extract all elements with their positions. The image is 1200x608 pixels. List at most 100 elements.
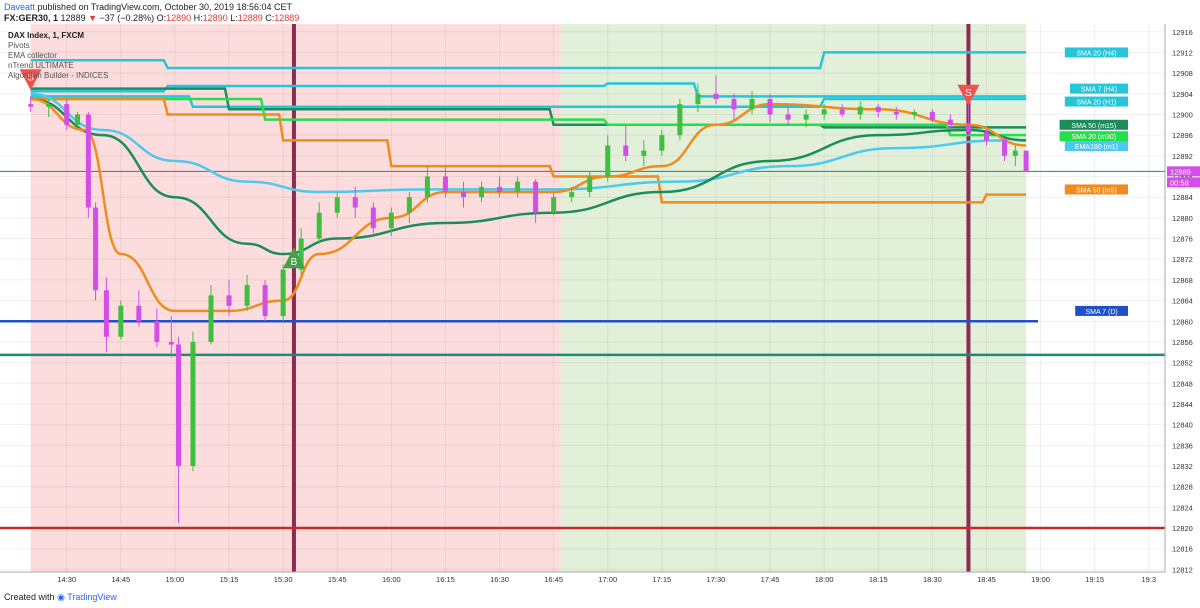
price-tick-20: 12836 — [1172, 441, 1193, 450]
candle-body-45 — [785, 114, 791, 120]
price-chart[interactable]: S B S SMA 20 (H4) SMA 7 (H4) SMA 20 (H1) SMA 5… — [0, 24, 1200, 588]
symbol-label[interactable]: FX:GER30, 1 — [4, 13, 59, 23]
candle-body-43 — [749, 98, 755, 110]
price-tick-25: 12816 — [1172, 545, 1193, 554]
ma-label-7: SMA 7 (D) — [1085, 309, 1117, 316]
candle-body-37 — [641, 150, 647, 156]
ma-label-2: SMA 20 (H1) — [1076, 100, 1116, 107]
candle-body-24 — [406, 197, 412, 213]
price-tick-24: 12820 — [1172, 524, 1193, 533]
countdown-tag: 00:58 — [1170, 178, 1189, 187]
indicator-algorithm-builder[interactable]: Algorithm Builder - INDICES — [8, 71, 109, 80]
candle-body-18 — [298, 238, 304, 270]
price-tick-18: 12844 — [1172, 400, 1193, 409]
price-tick-9: 12880 — [1172, 214, 1193, 223]
created-with: Created with ◉ TradingView — [4, 592, 117, 603]
time-tick-15: 18:15 — [869, 575, 888, 584]
time-tick-11: 17:15 — [652, 575, 671, 584]
candle-body-7 — [118, 305, 124, 337]
ma-label-box-5 — [1064, 141, 1128, 152]
price-tick-6: 12892 — [1172, 152, 1193, 161]
tradingview-link[interactable]: TradingView — [67, 592, 117, 602]
buy-signal-label-1: B — [291, 257, 298, 268]
price-change: −37 (−0.28%) — [99, 13, 155, 23]
candle-body-50 — [875, 106, 881, 112]
ma-label-4: SMA 20 (m30) — [1071, 134, 1116, 141]
series-title[interactable]: DAX Index, 1, FXCM — [8, 31, 85, 40]
price-tick-0: 12916 — [1172, 28, 1193, 37]
candle-body-48 — [839, 109, 845, 115]
level-line-3 — [30, 87, 1027, 129]
time-tick-10: 17:00 — [598, 575, 617, 584]
price-tick-26: 12812 — [1172, 565, 1193, 574]
time-tick-1: 14:45 — [111, 575, 130, 584]
countdown-tag-bg — [1167, 177, 1200, 188]
low-value: 12889 — [237, 13, 263, 23]
candle-body-16 — [262, 285, 268, 317]
candle-body-30 — [515, 181, 521, 193]
candle-body-2 — [64, 104, 70, 125]
price-tick-22: 12828 — [1172, 483, 1193, 492]
session-background-1 — [560, 24, 1027, 572]
candle-body-54 — [947, 119, 953, 125]
ma-label-box-4 — [1059, 131, 1128, 142]
candle-body-31 — [533, 181, 539, 213]
time-tick-12: 17:30 — [707, 575, 726, 584]
candle-body-1 — [46, 104, 52, 107]
candle-body-32 — [551, 197, 557, 213]
open-label: O: — [156, 13, 167, 23]
buy-signal-icon-1 — [282, 247, 305, 269]
time-tick-3: 15:15 — [220, 575, 239, 584]
candle-body-36 — [623, 145, 629, 156]
last-price-tag-bg — [1167, 166, 1200, 177]
candle-body-27 — [460, 192, 466, 198]
close-label: C: — [265, 13, 275, 23]
sell-signal-icon-0 — [19, 69, 42, 91]
ma-label-3: SMA 50 (m15) — [1071, 123, 1116, 130]
candle-body-0 — [28, 104, 34, 107]
candle-body-40 — [695, 93, 701, 105]
down-arrow-icon: ▼ — [88, 13, 98, 23]
chart-header: Daveatt published on TradingView.com, Oc… — [0, 0, 1200, 24]
indicator-ema-collector[interactable]: EMA collector — [8, 51, 57, 60]
publish-line: Daveatt published on TradingView.com, Oc… — [4, 2, 292, 12]
candle-body-13 — [208, 295, 214, 342]
indicator-pivots[interactable]: Pivots — [8, 41, 30, 50]
price-tick-10: 12876 — [1172, 235, 1193, 244]
candle-body-57 — [1001, 140, 1007, 156]
level-line-4 — [30, 97, 1027, 137]
sell-signal-label-0: S — [27, 72, 34, 83]
time-tick-17: 18:45 — [977, 575, 996, 584]
candle-body-19 — [316, 212, 322, 239]
indicator-legend: DAX Index, 1, FXCM Pivots EMA collector … — [8, 31, 108, 81]
curve-line-1 — [30, 97, 1027, 256]
price-tick-19: 12840 — [1172, 421, 1193, 430]
time-tick-2: 15:00 — [166, 575, 185, 584]
candle-body-59 — [1023, 150, 1029, 172]
price-tick-23: 12824 — [1172, 503, 1193, 512]
author-link[interactable]: Daveatt — [4, 2, 36, 12]
candle-body-29 — [497, 186, 503, 193]
indicator-ntrend[interactable]: nTrend ULTIMATE — [8, 61, 74, 70]
candle-body-10 — [168, 341, 174, 345]
candle-body-49 — [857, 106, 863, 115]
ma-label-5: EMA180 (m1) — [1075, 144, 1118, 151]
candle-body-41 — [713, 93, 719, 99]
high-value: 12890 — [202, 13, 228, 23]
created-label: Created with — [4, 592, 55, 602]
candle-body-53 — [929, 111, 935, 120]
time-tick-16: 18:30 — [923, 575, 942, 584]
time-tick-19: 19:15 — [1085, 575, 1104, 584]
level-line-2 — [30, 95, 1027, 108]
price-tick-21: 12832 — [1172, 462, 1193, 471]
time-tick-8: 16:30 — [490, 575, 509, 584]
level-line-0 — [30, 51, 1027, 70]
candle-body-46 — [803, 114, 809, 120]
time-tick-20: 19:3 — [1141, 575, 1156, 584]
candle-body-8 — [136, 305, 142, 322]
candle-body-20 — [334, 197, 340, 213]
price-tick-5: 12896 — [1172, 131, 1193, 140]
candle-body-25 — [424, 176, 430, 198]
price-tick-3: 12904 — [1172, 90, 1193, 99]
publish-info: published on TradingView.com, October 30… — [37, 2, 293, 12]
